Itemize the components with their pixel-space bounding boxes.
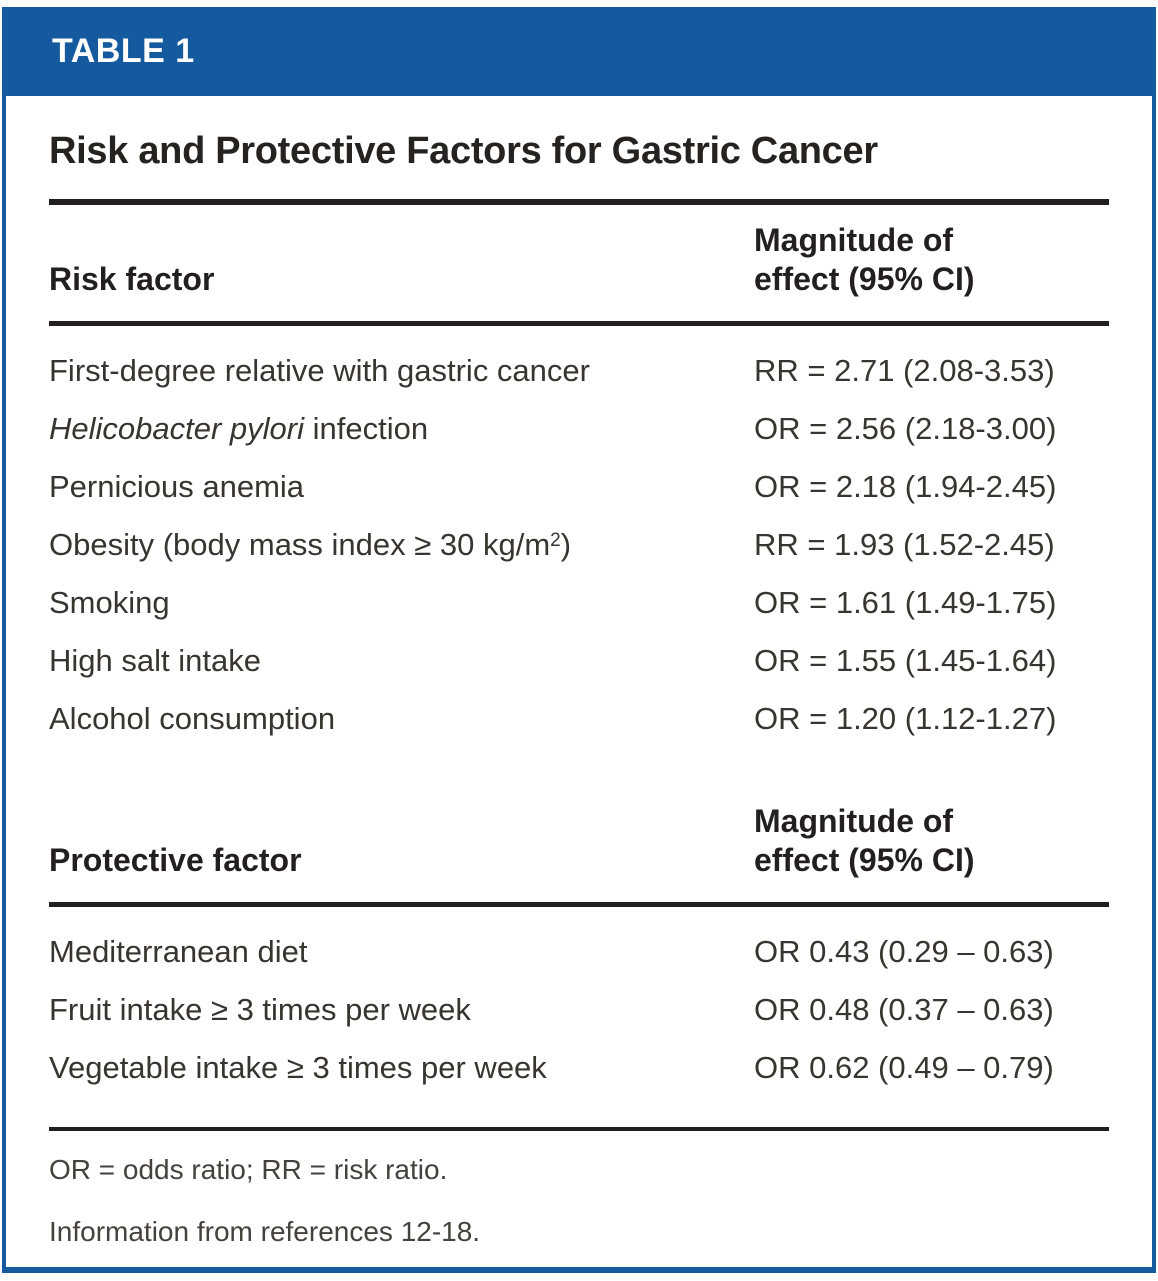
protective-effect-column-header: Magnitude of effect (95% CI) [754, 803, 975, 879]
factor-label: Pernicious anemia [49, 469, 305, 505]
factor-label: Fruit intake ≥ 3 times per week [49, 992, 471, 1028]
factor-label: Smoking [49, 585, 170, 621]
risk-rows: First-degree relative with gastric cance… [49, 326, 1109, 752]
effect-value: OR = 1.20 (1.12-1.27) [754, 701, 1057, 737]
effect-value: RR = 1.93 (1.52-2.45) [754, 527, 1055, 563]
factor-label: Obesity (body mass index ≥ 30 kg/m2) [49, 527, 572, 563]
table-row: Smoking OR = 1.61 (1.49-1.75) [49, 574, 1109, 632]
effect-value: OR 0.43 (0.29 – 0.63) [754, 934, 1054, 970]
risk-header-rule [49, 321, 1109, 327]
effect-value: RR = 2.71 (2.08-3.53) [754, 353, 1055, 389]
factor-label: Vegetable intake ≥ 3 times per week [49, 1050, 547, 1086]
effect-value: OR 0.48 (0.37 – 0.63) [754, 992, 1054, 1028]
risk-factor-column-header: Risk factor [49, 261, 215, 298]
table-row: Alcohol consumption OR = 1.20 (1.12-1.27) [49, 690, 1109, 748]
protective-header-rule [49, 902, 1109, 908]
table-row: Vegetable intake ≥ 3 times per week OR 0.… [49, 1039, 1109, 1097]
table-row: Fruit intake ≥ 3 times per week OR 0.48 (… [49, 981, 1109, 1039]
protective-rows: Mediterranean diet OR 0.43 (0.29 – 0.63) F… [49, 907, 1109, 1101]
title-rule [49, 199, 1109, 205]
table-row: Helicobacter pylori infection OR = 2.56 (… [49, 400, 1109, 458]
factor-label: High salt intake [49, 643, 261, 679]
table-title: Risk and Protective Factors for Gastric … [49, 130, 878, 172]
effect-value: OR = 2.18 (1.94-2.45) [754, 469, 1057, 505]
factor-label: Helicobacter pylori infection [49, 411, 429, 447]
factor-label: First-degree relative with gastric cance… [49, 353, 590, 389]
effect-value: OR = 1.61 (1.49-1.75) [754, 585, 1057, 621]
protective-section-header: Protective factor Magnitude of effect (9… [49, 752, 1109, 902]
table-row: Mediterranean diet OR 0.43 (0.29 – 0.63) [49, 923, 1109, 981]
effect-value: OR = 2.56 (2.18-3.00) [754, 411, 1057, 447]
effect-value: OR 0.62 (0.49 – 0.79) [754, 1050, 1054, 1086]
footnotes: OR = odds ratio; RR = risk ratio. Inform… [49, 1131, 1109, 1248]
table-row: Pernicious anemia OR = 2.18 (1.94-2.45) [49, 458, 1109, 516]
effect-value: OR = 1.55 (1.45-1.64) [754, 643, 1057, 679]
table-row: First-degree relative with gastric cance… [49, 342, 1109, 400]
source-footnote: Information from references 12-18. [49, 1215, 481, 1247]
table-number-label: TABLE 1 [52, 32, 195, 70]
table-card: TABLE 1 Risk and Protective Factors for … [2, 7, 1156, 1273]
factor-label: Mediterranean diet [49, 934, 308, 970]
table-banner: TABLE 1 [2, 7, 1156, 96]
factor-label: Alcohol consumption [49, 701, 336, 737]
risk-effect-column-header: Magnitude of effect (95% CI) [754, 222, 975, 298]
abbreviation-footnote: OR = odds ratio; RR = risk ratio. [49, 1154, 448, 1186]
footnote-rule [49, 1127, 1109, 1132]
protective-factor-column-header: Protective factor [49, 842, 302, 879]
table-row: High salt intake OR = 1.55 (1.45-1.64) [49, 632, 1109, 690]
risk-section-header: Risk factor Magnitude of effect (95% CI) [49, 205, 1109, 321]
table-body: Risk and Protective Factors for Gastric … [6, 130, 1152, 1248]
table-row: Obesity (body mass index ≥ 30 kg/m2) RR =… [49, 516, 1109, 574]
